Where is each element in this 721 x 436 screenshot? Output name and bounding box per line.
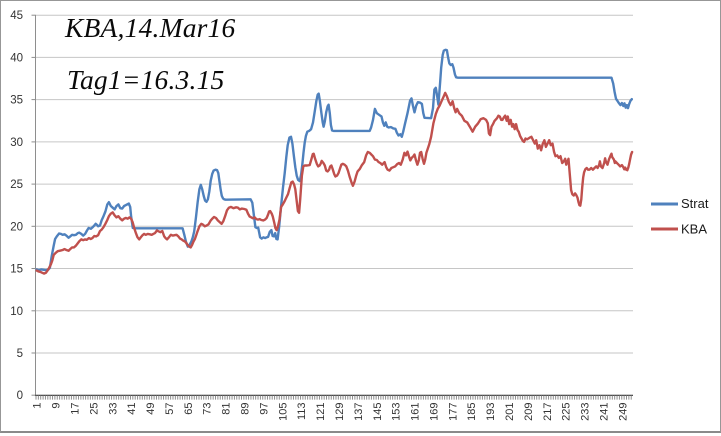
svg-text:33: 33 [107, 403, 119, 415]
svg-text:15: 15 [10, 264, 23, 276]
svg-text:81: 81 [221, 403, 233, 415]
svg-text:73: 73 [202, 403, 214, 415]
svg-text:5: 5 [17, 348, 23, 360]
svg-text:40: 40 [10, 52, 23, 64]
svg-text:35: 35 [10, 95, 23, 107]
svg-text:121: 121 [315, 403, 327, 421]
svg-text:57: 57 [164, 403, 176, 415]
svg-text:137: 137 [353, 403, 365, 421]
svg-text:233: 233 [580, 403, 592, 421]
svg-text:30: 30 [10, 137, 23, 149]
svg-text:49: 49 [145, 403, 157, 415]
svg-text:177: 177 [447, 403, 459, 421]
svg-text:161: 161 [410, 403, 422, 421]
svg-text:25: 25 [88, 403, 100, 415]
svg-text:0: 0 [17, 390, 23, 402]
svg-text:249: 249 [617, 403, 629, 421]
svg-text:9: 9 [51, 403, 63, 409]
svg-text:241: 241 [599, 403, 611, 421]
svg-text:10: 10 [10, 306, 23, 318]
svg-text:17: 17 [70, 403, 82, 415]
svg-text:1: 1 [32, 403, 44, 409]
svg-text:225: 225 [561, 403, 573, 421]
svg-text:113: 113 [296, 403, 308, 421]
svg-text:Strat: Strat [681, 196, 709, 211]
svg-text:105: 105 [277, 403, 289, 421]
svg-text:97: 97 [258, 403, 270, 415]
svg-text:20: 20 [10, 221, 23, 233]
svg-text:KBA: KBA [681, 221, 707, 236]
svg-text:89: 89 [240, 403, 252, 415]
svg-text:193: 193 [485, 403, 497, 421]
svg-text:65: 65 [183, 403, 195, 415]
svg-text:45: 45 [10, 10, 23, 22]
svg-text:129: 129 [334, 403, 346, 421]
svg-text:217: 217 [542, 403, 554, 421]
svg-text:201: 201 [504, 403, 516, 421]
svg-text:145: 145 [372, 403, 384, 421]
svg-text:209: 209 [523, 403, 535, 421]
svg-text:41: 41 [126, 403, 138, 415]
svg-text:25: 25 [10, 179, 23, 191]
svg-text:169: 169 [428, 403, 440, 421]
svg-text:185: 185 [466, 403, 478, 421]
svg-text:153: 153 [391, 403, 403, 421]
